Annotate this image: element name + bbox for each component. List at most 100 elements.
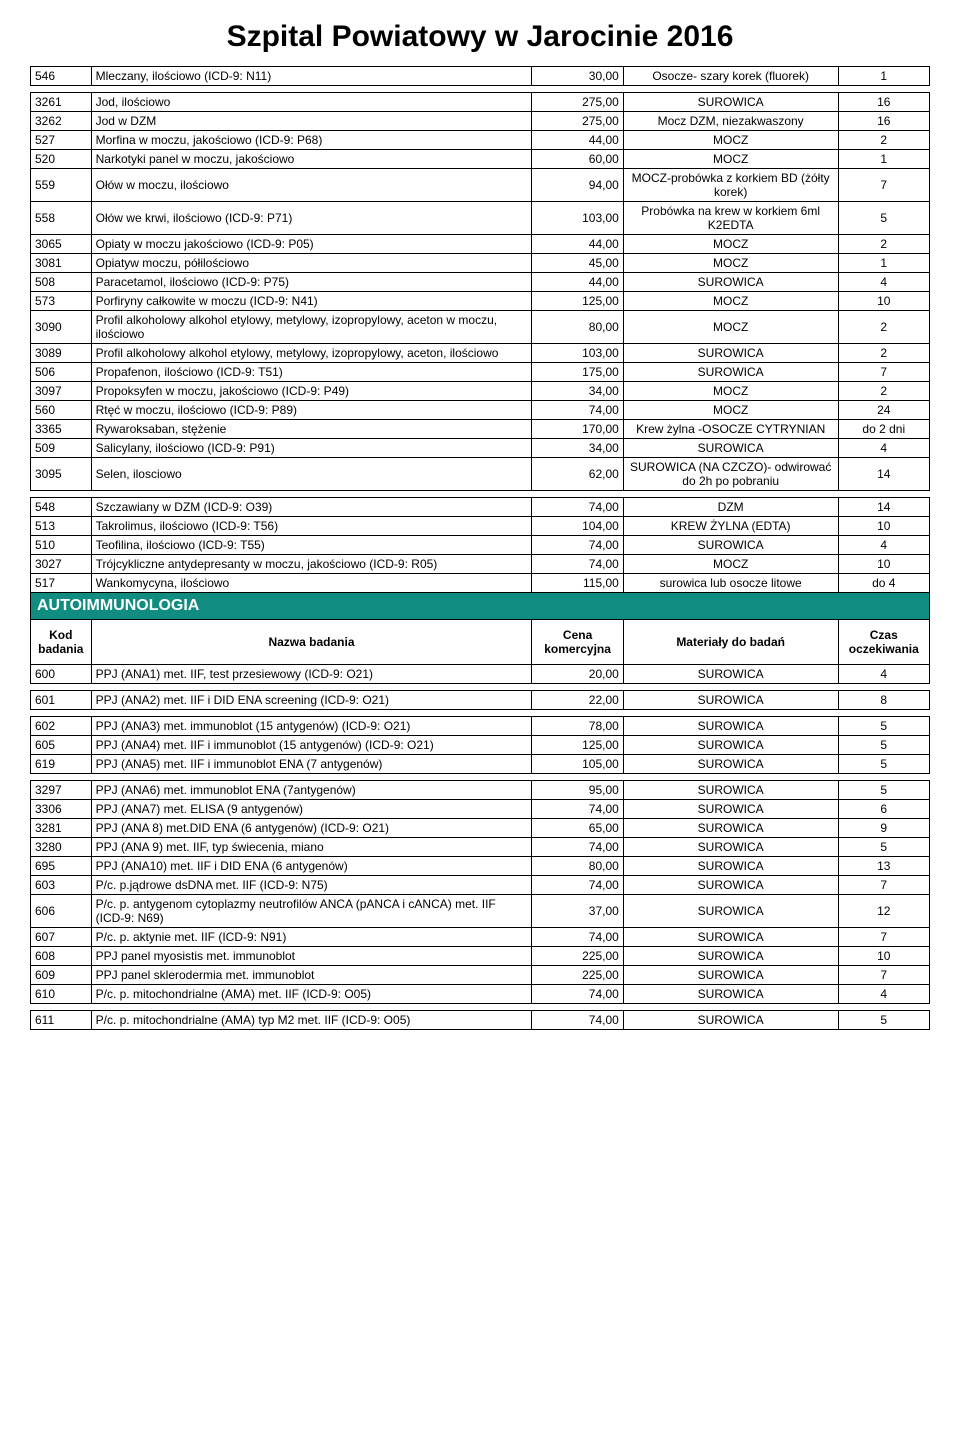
cell-czas: 5 — [838, 736, 929, 755]
cell-material: MOCZ — [623, 401, 838, 420]
cell-cena: 44,00 — [532, 273, 623, 292]
cell-nazwa: PPJ (ANA 9) met. IIF, typ świecenia, mia… — [91, 838, 532, 857]
table-row: 3281PPJ (ANA 8) met.DID ENA (6 antygenów… — [31, 819, 930, 838]
cell-kod: 3297 — [31, 781, 92, 800]
cell-kod: 603 — [31, 876, 92, 895]
cell-nazwa: PPJ (ANA3) met. immunoblot (15 antygenów… — [91, 717, 532, 736]
cell-czas: 14 — [838, 458, 929, 491]
cell-kod: 527 — [31, 131, 92, 150]
cell-cena: 74,00 — [532, 536, 623, 555]
cell-kod: 3065 — [31, 235, 92, 254]
cell-nazwa: P/c. p. mitochondrialne (AMA) typ M2 met… — [91, 1011, 532, 1030]
cell-kod: 3027 — [31, 555, 92, 574]
cell-material: SUROWICA — [623, 363, 838, 382]
cell-nazwa: Ołów we krwi, ilościowo (ICD-9: P71) — [91, 202, 532, 235]
table-row: 513Takrolimus, ilościowo (ICD-9: T56)104… — [31, 517, 930, 536]
cell-material: SUROWICA — [623, 717, 838, 736]
cell-czas: 1 — [838, 254, 929, 273]
table-row: 558Ołów we krwi, ilościowo (ICD-9: P71)1… — [31, 202, 930, 235]
cell-czas: 5 — [838, 838, 929, 857]
cell-kod: 548 — [31, 498, 92, 517]
cell-nazwa: P/c. p. aktynie met. IIF (ICD-9: N91) — [91, 928, 532, 947]
cell-cena: 44,00 — [532, 235, 623, 254]
cell-cena: 74,00 — [532, 876, 623, 895]
cell-kod: 559 — [31, 169, 92, 202]
cell-nazwa: Morfina w moczu, jakościowo (ICD-9: P68) — [91, 131, 532, 150]
cell-kod: 619 — [31, 755, 92, 774]
cell-nazwa: PPJ panel myosistis met. immunoblot — [91, 947, 532, 966]
cell-material: SUROWICA — [623, 1011, 838, 1030]
cell-czas: 2 — [838, 311, 929, 344]
cell-material: MOCZ — [623, 382, 838, 401]
cell-czas: do 2 dni — [838, 420, 929, 439]
cell-czas: 10 — [838, 555, 929, 574]
table-row: 3261Jod, ilościowo275,00SUROWICA16 — [31, 93, 930, 112]
cell-material: SUROWICA — [623, 736, 838, 755]
cell-material: Krew żylna -OSOCZE CYTRYNIAN — [623, 420, 838, 439]
cell-czas: 2 — [838, 131, 929, 150]
cell-nazwa: PPJ (ANA10) met. IIF i DID ENA (6 antyge… — [91, 857, 532, 876]
cell-kod: 517 — [31, 574, 92, 593]
cell-material: MOCZ — [623, 150, 838, 169]
section-title: AUTOIMMUNOLOGIA — [31, 593, 930, 620]
cell-czas: do 4 — [838, 574, 929, 593]
gap — [31, 710, 930, 717]
hdr-cena: Cena komercyjna — [532, 620, 623, 665]
cell-material: MOCZ — [623, 292, 838, 311]
table-row: 3089Profil alkoholowy alkohol etylowy, m… — [31, 344, 930, 363]
page-title: Szpital Powiatowy w Jarocinie 2016 — [30, 20, 930, 54]
table-row: 602PPJ (ANA3) met. immunoblot (15 antyge… — [31, 717, 930, 736]
cell-material: SUROWICA — [623, 665, 838, 684]
cell-cena: 103,00 — [532, 344, 623, 363]
cell-cena: 74,00 — [532, 800, 623, 819]
cell-cena: 94,00 — [532, 169, 623, 202]
cell-czas: 10 — [838, 517, 929, 536]
cell-kod: 560 — [31, 401, 92, 420]
table-row: 560Rtęć w moczu, ilościowo (ICD-9: P89)7… — [31, 401, 930, 420]
cell-kod: 520 — [31, 150, 92, 169]
cell-material: SUROWICA — [623, 800, 838, 819]
cell-nazwa: Jod, ilościowo — [91, 93, 532, 112]
cell-material: SUROWICA — [623, 536, 838, 555]
cell-kod: 606 — [31, 895, 92, 928]
gap — [31, 1004, 930, 1011]
cell-czas: 8 — [838, 691, 929, 710]
cell-czas: 13 — [838, 857, 929, 876]
cell-kod: 610 — [31, 985, 92, 1004]
cell-nazwa: P/c. p. antygenom cytoplazmy neutrofilów… — [91, 895, 532, 928]
cell-czas: 4 — [838, 985, 929, 1004]
cell-material: SUROWICA — [623, 439, 838, 458]
cell-kod: 510 — [31, 536, 92, 555]
cell-czas: 10 — [838, 292, 929, 311]
cell-material: SUROWICA — [623, 966, 838, 985]
cell-cena: 22,00 — [532, 691, 623, 710]
cell-cena: 170,00 — [532, 420, 623, 439]
table-row: 548Szczawiany w DZM (ICD-9: O39)74,00DZM… — [31, 498, 930, 517]
table-row: 3365Rywaroksaban, stężenie170,00Krew żyl… — [31, 420, 930, 439]
cell-czas: 16 — [838, 112, 929, 131]
cell-nazwa: PPJ panel sklerodermia met. immunoblot — [91, 966, 532, 985]
cell-kod: 3097 — [31, 382, 92, 401]
cell-cena: 225,00 — [532, 947, 623, 966]
cell-kod: 558 — [31, 202, 92, 235]
cell-cena: 74,00 — [532, 985, 623, 1004]
cell-czas: 4 — [838, 273, 929, 292]
cell-cena: 125,00 — [532, 292, 623, 311]
cell-material: SUROWICA — [623, 895, 838, 928]
table-row: 508Paracetamol, ilościowo (ICD-9: P75)44… — [31, 273, 930, 292]
hdr-nazwa: Nazwa badania — [91, 620, 532, 665]
table-row: 3081Opiatyw moczu, półilościowo45,00MOCZ… — [31, 254, 930, 273]
cell-cena: 74,00 — [532, 838, 623, 857]
table-row: 3280PPJ (ANA 9) met. IIF, typ świecenia,… — [31, 838, 930, 857]
cell-material: Osocze- szary korek (fluorek) — [623, 67, 838, 86]
table-row: 527Morfina w moczu, jakościowo (ICD-9: P… — [31, 131, 930, 150]
cell-nazwa: Profil alkoholowy alkohol etylowy, metyl… — [91, 311, 532, 344]
cell-cena: 65,00 — [532, 819, 623, 838]
cell-material: surowica lub osocze litowe — [623, 574, 838, 593]
table-row: 606P/c. p. antygenom cytoplazmy neutrofi… — [31, 895, 930, 928]
cell-material: SUROWICA — [623, 985, 838, 1004]
cell-nazwa: P/c. p. mitochondrialne (AMA) met. IIF (… — [91, 985, 532, 1004]
table-row: 510Teofilina, ilościowo (ICD-9: T55)74,0… — [31, 536, 930, 555]
table-row: 3065Opiaty w moczu jakościowo (ICD-9: P0… — [31, 235, 930, 254]
cell-czas: 5 — [838, 717, 929, 736]
